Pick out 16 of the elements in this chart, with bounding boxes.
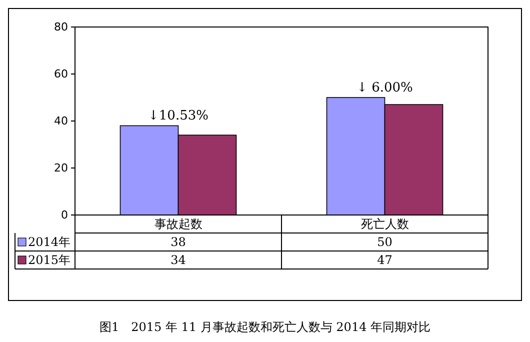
annotation: ↓10.53% (148, 108, 208, 124)
legend-label: 2014年 (28, 235, 71, 249)
y-tick-label: 80 (54, 20, 68, 34)
data-label: 47 (377, 253, 392, 267)
data-label: 50 (377, 235, 392, 249)
y-tick-label: 20 (54, 162, 68, 175)
annotation: ↓ 6.00% (356, 80, 413, 96)
x-tick-label: 死亡人数 (360, 217, 409, 231)
y-tick-label: 40 (54, 114, 68, 128)
y-tick-label: 60 (54, 68, 68, 81)
data-label: 34 (170, 253, 186, 267)
x-tick-label: 事故起数 (154, 217, 202, 231)
text: 图1 2015 年 11 月事故起数和死亡人数与 2014 年同期对比 (99, 320, 431, 334)
data-label: 38 (170, 235, 186, 249)
y-tick-label: 0 (61, 208, 68, 222)
legend-label: 2015年 (28, 253, 71, 267)
